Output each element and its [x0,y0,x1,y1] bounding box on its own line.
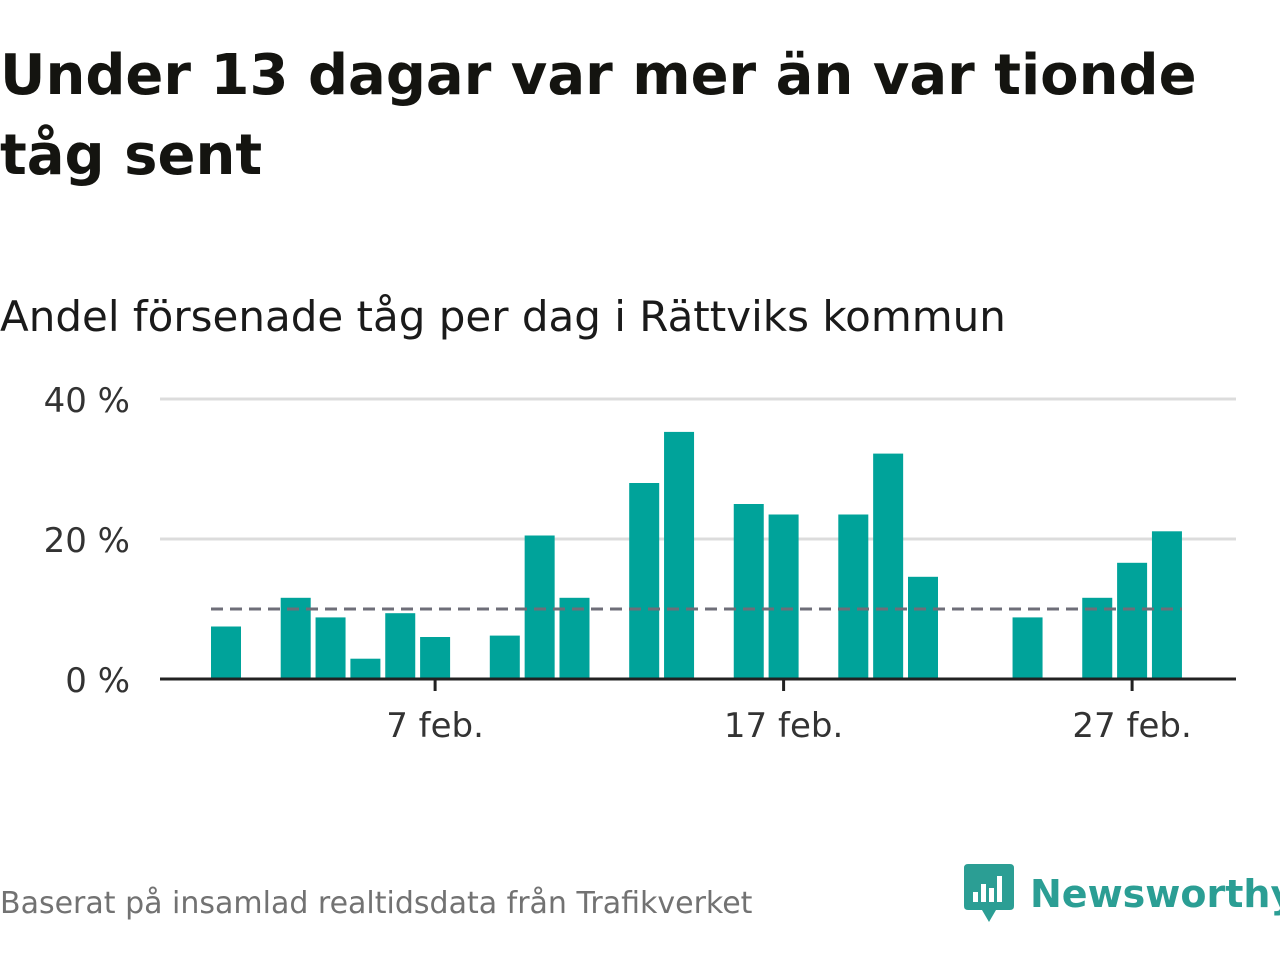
bar-13-feb [629,483,660,679]
brand-logo: Newsworthy [962,862,1280,926]
x-axis [160,677,1236,691]
bar-14-feb [664,431,695,679]
y-tick-label: 40 % [44,381,130,421]
bar-20-feb [873,453,904,679]
bar-24-feb [1012,617,1043,679]
chart-subtitle: Andel försenade tåg per dag i Rättviks k… [0,292,1006,341]
brand-name: Newsworthy [1030,872,1280,916]
y-tick-label: 20 % [44,521,130,561]
x-tick-label: 27 feb. [1072,706,1191,746]
bar-11-feb [559,597,590,679]
y-axis-tick-labels: 0 % 20 % 40 % [44,381,130,701]
bar-1-feb [211,626,241,679]
bar-26-feb [1082,597,1113,679]
bar-21-feb [908,576,938,679]
y-tick-label: 0 % [65,661,130,701]
bar-10-feb [524,535,555,679]
bar-7-feb [420,637,451,679]
bar-16-feb [733,504,764,679]
x-tick-label: 17 feb. [724,706,843,746]
bars [211,431,1182,679]
bar-5-feb [350,658,381,679]
bar-6-feb [385,613,416,679]
bar-19-feb [838,514,869,679]
bar-3-feb [280,597,311,679]
x-axis-tick-labels: 7 feb. 17 feb. 27 feb. [386,706,1192,746]
bar-28-feb [1151,531,1182,679]
bar-chart: 0 % 20 % 40 % 7 feb. 17 feb. 27 feb. [44,381,1236,746]
source-note: Baserat på insamlad realtidsdata från Tr… [0,886,753,921]
chart-title: Under 13 dagar var mer än var tionde tåg… [0,43,1197,188]
bar-9-feb [489,635,520,679]
bar-17-feb [768,514,799,679]
gridlines [160,397,1236,541]
bar-27-feb [1117,562,1148,679]
bar-4-feb [315,617,346,679]
x-tick-label: 7 feb. [386,706,484,746]
newsworthy-logo-icon [964,864,1014,922]
